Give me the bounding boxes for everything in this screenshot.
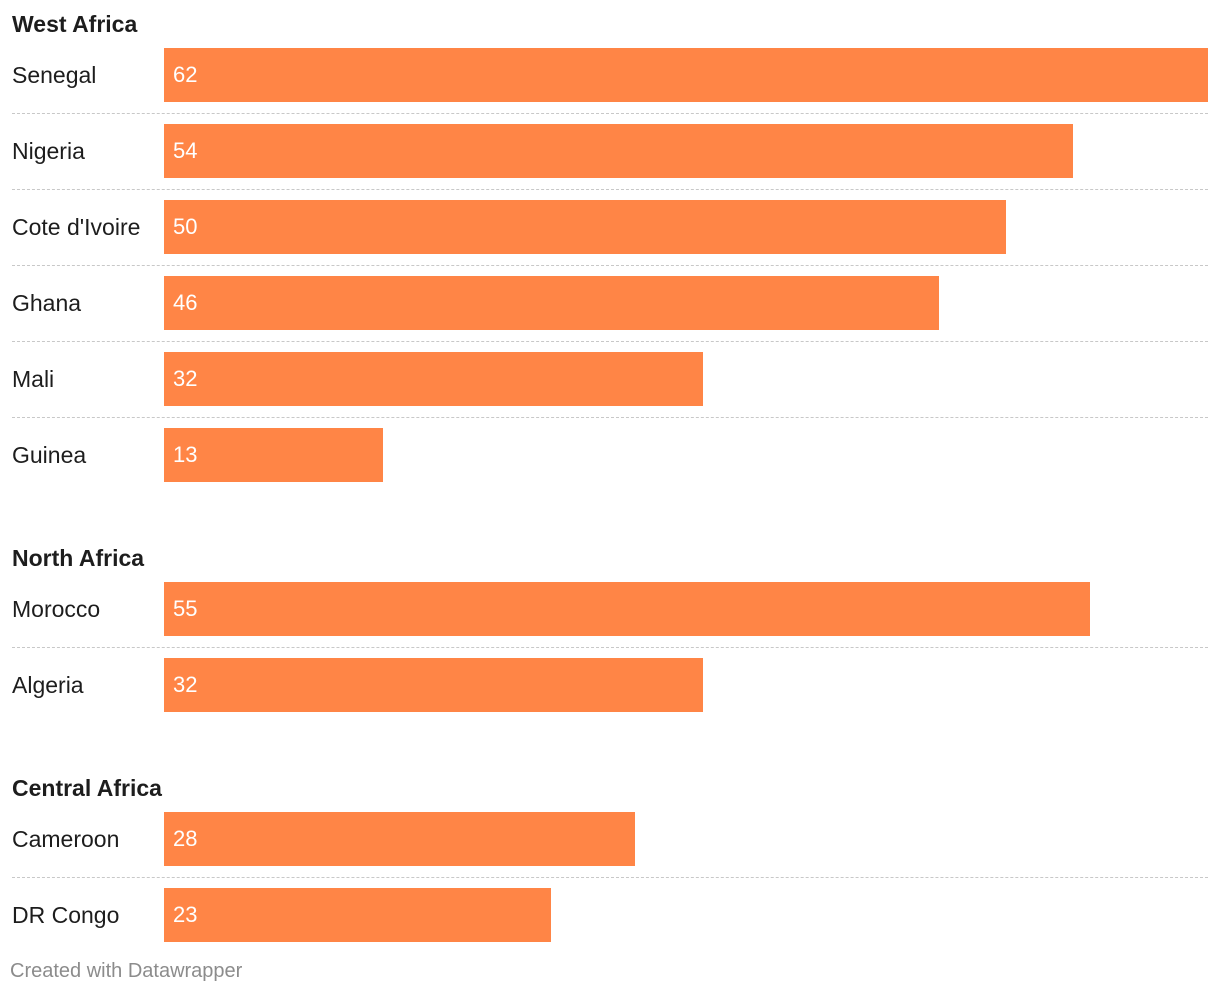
bar-value-label: 32 [173, 672, 198, 697]
row-separator [12, 189, 1208, 190]
category-label: Ghana [12, 290, 82, 316]
bar-value-label: 13 [173, 442, 198, 467]
footer-credit: Created with Datawrapper [10, 960, 243, 982]
bar [164, 888, 551, 942]
bar-value-label: 54 [173, 138, 198, 163]
bar [164, 812, 635, 866]
row-separator [12, 647, 1208, 648]
bar [164, 200, 1006, 254]
bar-value-label: 23 [173, 902, 198, 927]
category-label: Mali [12, 366, 55, 392]
row-separator [12, 417, 1208, 418]
bar [164, 124, 1073, 178]
row-separator [12, 877, 1208, 878]
category-label: DR Congo [12, 902, 120, 928]
category-label: Guinea [12, 442, 87, 468]
bar-value-label: 55 [173, 596, 198, 621]
category-label: Cote d'Ivoire [12, 214, 141, 240]
bar [164, 352, 703, 406]
bar [164, 658, 703, 712]
group-title: West Africa [12, 11, 138, 37]
category-label: Senegal [12, 62, 97, 88]
category-label: Morocco [12, 596, 101, 622]
bar-value-label: 62 [173, 62, 198, 87]
row-separator [12, 113, 1208, 114]
bar-value-label: 50 [173, 214, 198, 239]
bar [164, 276, 939, 330]
bar [164, 428, 383, 482]
category-label: Nigeria [12, 138, 85, 164]
bar-value-label: 32 [173, 366, 198, 391]
bar [164, 582, 1090, 636]
category-label: Cameroon [12, 826, 120, 852]
row-separator [12, 341, 1208, 342]
group-title: Central Africa [12, 775, 162, 801]
bar-value-label: 28 [173, 826, 198, 851]
bar [164, 48, 1208, 102]
bar-value-label: 46 [173, 290, 198, 315]
group-title: North Africa [12, 545, 145, 571]
row-separator [12, 265, 1208, 266]
category-label: Algeria [12, 672, 84, 698]
